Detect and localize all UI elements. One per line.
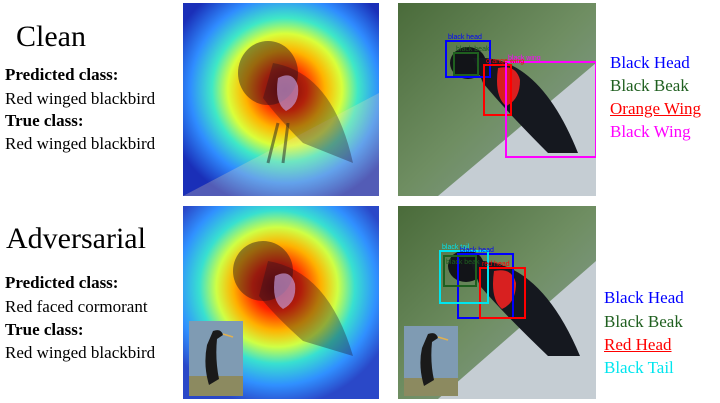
adversarial-true-value: Red winged blackbird bbox=[5, 343, 156, 362]
clean-true-label: True class: bbox=[5, 111, 84, 130]
adversarial-legend-1: Black Head bbox=[604, 288, 684, 307]
adversarial-box-label-head: black head bbox=[460, 247, 494, 254]
adversarial-bbox-image: black tail black head black beak red hea… bbox=[398, 206, 596, 399]
clean-predicted-value: Red winged blackbird bbox=[5, 89, 156, 108]
adversarial-box-label-red-head: red head bbox=[482, 261, 510, 268]
adversarial-predicted-value: Red faced cormorant bbox=[5, 297, 148, 316]
clean-bbox-image: black head black beak orange wing black … bbox=[398, 3, 596, 196]
adversarial-box-label-beak: black beak bbox=[446, 259, 480, 266]
adversarial-box-label-tail: black tail bbox=[442, 244, 470, 251]
clean-legend-4: Black Wing bbox=[610, 122, 691, 141]
clean-true-value: Red winged blackbird bbox=[5, 134, 156, 153]
clean-box-label-head: black head bbox=[448, 34, 482, 41]
clean-title: Clean bbox=[16, 20, 86, 53]
clean-legend-1: Black Head bbox=[610, 53, 690, 72]
clean-box-label-orange-wing: orange wing bbox=[486, 58, 524, 65]
clean-box-label-beak: black beak bbox=[456, 46, 490, 53]
adversarial-legend-3: Red Head bbox=[604, 335, 672, 354]
clean-predicted-label: Predicted class: bbox=[5, 65, 119, 84]
clean-box-label-black-wing: black wing bbox=[508, 55, 541, 62]
adversarial-legend-2: Black Beak bbox=[604, 312, 683, 331]
adversarial-predicted-label: Predicted class: bbox=[5, 273, 119, 292]
adversarial-true-label: True class: bbox=[5, 320, 84, 339]
adversarial-title: Adversarial bbox=[6, 222, 146, 255]
clean-legend-2: Black Beak bbox=[610, 76, 689, 95]
clean-heatmap-image bbox=[183, 3, 379, 196]
clean-legend-3: Orange Wing bbox=[610, 99, 702, 118]
adversarial-heatmap-image bbox=[183, 206, 379, 399]
adversarial-legend-4: Black Tail bbox=[604, 358, 674, 377]
